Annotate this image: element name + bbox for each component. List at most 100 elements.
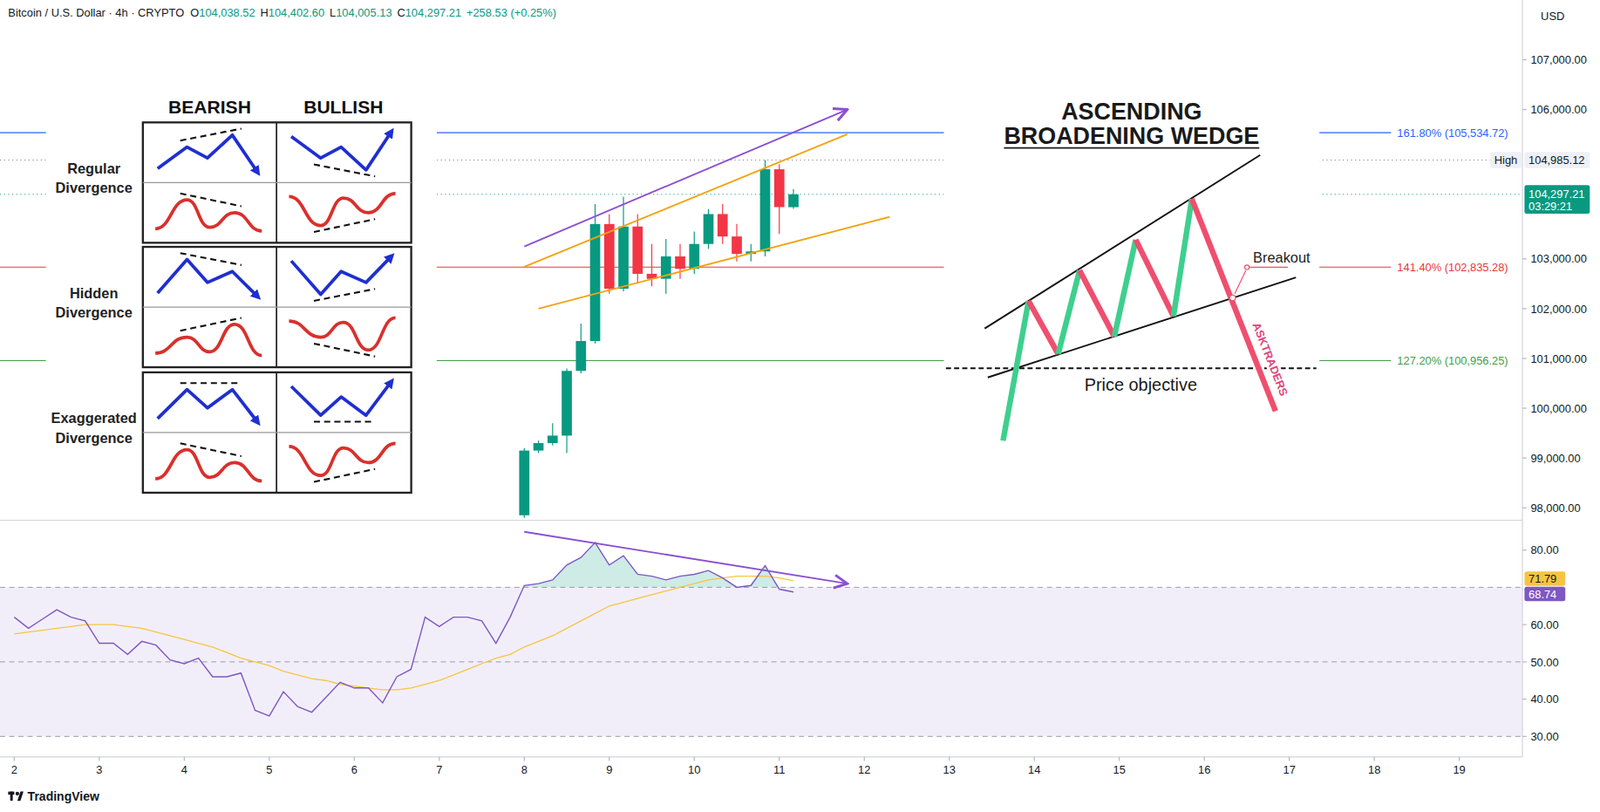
divergence-dash <box>313 164 375 178</box>
y-tick-label: 101,000.00 <box>1530 352 1587 366</box>
x-tick-label: 17 <box>1282 762 1295 777</box>
ohlc-value: 104,005.13 <box>335 6 392 20</box>
x-tick <box>948 756 950 762</box>
y-tick <box>1522 698 1527 700</box>
y-tick-label: 103,000.00 <box>1530 252 1587 266</box>
x-tick-label: 18 <box>1368 762 1381 777</box>
x-tick-label: 2 <box>11 762 18 777</box>
candle-body <box>561 370 572 436</box>
last-price-box <box>1524 184 1590 214</box>
breakout-label: Breakout <box>1252 249 1311 266</box>
y-tick-label: 40.00 <box>1530 692 1559 706</box>
divergence-dash <box>180 193 242 207</box>
rsi-value-label: 71.79 <box>1528 571 1557 586</box>
y-tick <box>1522 307 1527 309</box>
ohlc-key: H <box>259 6 268 20</box>
x-tick <box>98 756 100 762</box>
y-tick <box>1522 735 1527 737</box>
divergence-box <box>142 372 412 493</box>
logo-part <box>10 791 14 802</box>
divergence-dash <box>180 317 242 331</box>
wedge-swing <box>1028 300 1059 355</box>
x-tick <box>1288 756 1290 762</box>
candles <box>518 160 798 518</box>
trendline <box>538 217 891 309</box>
breakout-leader <box>1234 270 1246 294</box>
divergence-divider <box>142 431 412 433</box>
x-tick-label: 7 <box>435 762 443 777</box>
rsi-band <box>0 586 1523 736</box>
x-tick <box>608 756 610 762</box>
price-line-label: 161.80% (105,534.72) <box>1396 126 1508 140</box>
x-axis-line <box>0 755 1523 757</box>
x-tick <box>1034 756 1035 762</box>
wedge-swing <box>1058 270 1081 355</box>
oscillator-wave <box>288 442 395 476</box>
candle-body <box>760 169 771 252</box>
x-tick-label: 13 <box>943 762 956 777</box>
divergence-box <box>142 246 412 368</box>
rsi-value-box <box>1524 586 1566 601</box>
high-label: High <box>1494 153 1518 167</box>
divergence-row-label: RegularDivergence <box>55 160 133 196</box>
candle-body <box>774 169 785 207</box>
x-tick-label: 11 <box>773 762 785 777</box>
oscillator-wave <box>155 199 262 232</box>
x-tick-label: 12 <box>857 762 871 777</box>
y-tick-label: 100,000.00 <box>1530 401 1587 416</box>
x-tick <box>1204 756 1206 762</box>
header: Bitcoin / U.S. Dollar · 4h · CRYPTOO104,… <box>7 6 557 20</box>
x-tick-label: 16 <box>1198 762 1211 777</box>
candle-body <box>518 450 530 516</box>
y-tick-label: 50.00 <box>1530 655 1559 669</box>
high-value-bg <box>1524 151 1590 169</box>
candle-body <box>590 224 601 341</box>
x-tick <box>1458 756 1460 762</box>
label-line: Hidden <box>69 285 118 301</box>
y-tick <box>1522 407 1527 409</box>
oscillator-wave <box>155 449 262 482</box>
divergence-row: HiddenDivergence <box>55 246 412 368</box>
candle-body <box>703 213 715 244</box>
oscillator-wave <box>288 317 395 350</box>
wedge-lower <box>987 277 1296 378</box>
divergence-dash <box>313 469 375 483</box>
last-price-value: 104,297.21 <box>1528 187 1585 201</box>
background <box>0 0 1600 812</box>
x-tick <box>1374 756 1376 762</box>
price-zigzag <box>291 132 391 171</box>
last-price-countdown: 03:29:21 <box>1528 199 1573 213</box>
price-line-label: 141.40% (102,835.28) <box>1396 260 1508 274</box>
currency: USD <box>1540 9 1565 23</box>
wedge-title: ASCENDINGBROADENING WEDGE <box>1003 98 1260 150</box>
trendline <box>524 134 847 267</box>
divergence-divider <box>142 182 412 184</box>
x-tick-label: 4 <box>181 762 188 777</box>
divergence-dash <box>180 252 242 266</box>
y-tick-label: 107,000.00 <box>1530 53 1587 67</box>
candle-body <box>674 256 686 269</box>
candle-body <box>533 442 545 451</box>
x-tick <box>694 756 695 762</box>
x-tick-label: 15 <box>1113 762 1126 777</box>
y-tick-label: 98,000.00 <box>1530 501 1580 515</box>
price-zigzag <box>157 135 258 172</box>
x-tick-label: 6 <box>351 762 358 777</box>
wedge-swing <box>1002 300 1029 441</box>
x-tick <box>778 756 780 762</box>
label-line: Divergence <box>55 179 133 196</box>
candle-body <box>788 194 799 208</box>
y-tick <box>1522 624 1527 626</box>
divergence-column-head: BULLISH <box>303 96 383 117</box>
ohlc-value: 104,402.60 <box>268 6 325 20</box>
wedge-watermark-text: ASKTRADERS <box>1249 320 1291 398</box>
trendline <box>524 531 847 584</box>
divergence-dash <box>180 128 242 141</box>
candle-body <box>618 226 629 289</box>
breakout-leader <box>1246 266 1288 268</box>
y-tick <box>1522 59 1527 61</box>
candle-body <box>632 226 643 274</box>
y-tick <box>1522 660 1527 662</box>
oscillator-wave <box>155 324 262 356</box>
rsi-level <box>0 660 1523 662</box>
